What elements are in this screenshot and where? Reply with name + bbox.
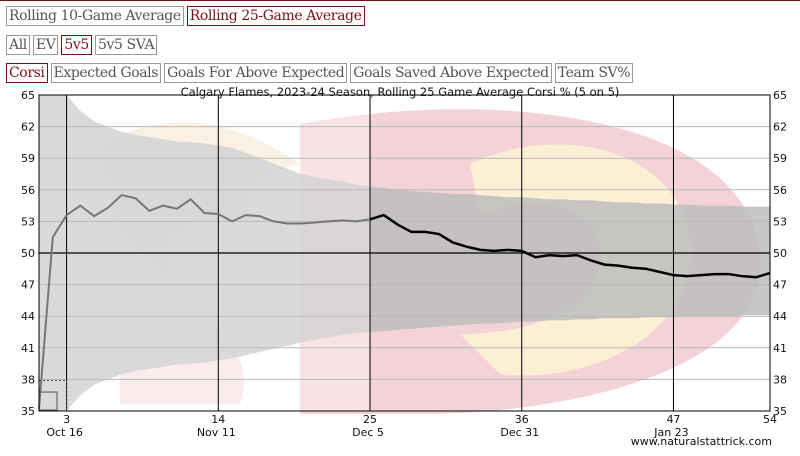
y-tick-label-left: 41 [21, 342, 35, 355]
rolling-average-chart: 35 35 38 38 41 41 44 44 47 47 50 50 53 53 56 56 59 59 62 62… [21, 85, 787, 448]
y-tick-label-right: 53 [773, 215, 787, 228]
series-line-early [38, 193, 371, 409]
tab-goals-for-above-expected[interactable]: Goals For Above Expected [164, 63, 348, 83]
x-date-label: Jan 23 [653, 426, 688, 439]
tab-rolling-25-game-average[interactable]: Rolling 25-Game Average [186, 6, 365, 26]
tab-team-sv[interactable]: Team SV% [554, 63, 634, 83]
y-tick-label-right: 56 [773, 184, 787, 197]
x-tick-label: 3 [63, 413, 70, 426]
chart-title: Calgary Flames, 2023-24 Season, Rolling … [181, 85, 620, 99]
x-tick-label: 54 [763, 413, 777, 426]
y-tick-label-left: 59 [21, 152, 35, 165]
y-tick-label-left: 53 [21, 215, 35, 228]
window-tabs: Rolling 10-Game Average Rolling 25-Game A… [6, 6, 365, 28]
plot-frame [38, 94, 771, 412]
y-tick-label-left: 56 [21, 184, 35, 197]
y-tick-label-right: 44 [773, 310, 787, 323]
tab-5v5[interactable]: 5v5 [61, 35, 92, 55]
y-tick-label-left: 38 [21, 373, 35, 386]
x-date-label: Dec 31 [500, 426, 539, 439]
strength-tabs: All EV 5v5 5v5 SVA [6, 35, 158, 57]
tab-5v5-sva[interactable]: 5v5 SVA [94, 35, 158, 55]
tab-rolling-10-game-average[interactable]: Rolling 10-Game Average [6, 6, 184, 26]
y-tick-label-left: 35 [21, 405, 35, 418]
y-tick-label-right: 65 [773, 89, 787, 102]
metric-tabs: Corsi Expected Goals Goals For Above Expec… [6, 63, 634, 85]
x-date-label: Oct 16 [46, 426, 83, 439]
y-tick-label-right: 62 [773, 121, 787, 134]
site-watermark: www.naturalstattrick.com [631, 435, 772, 448]
series-line-group [38, 193, 771, 411]
tab-goals-saved-above-expected[interactable]: Goals Saved Above Expected [350, 63, 552, 83]
y-tick-label-right: 38 [773, 373, 787, 386]
x-date-label: Nov 11 [197, 426, 236, 439]
y-tick-label-left: 65 [21, 89, 35, 102]
y-tick-label-right: 59 [773, 152, 787, 165]
y-tick-label-left: 47 [21, 279, 35, 292]
series-line [369, 213, 771, 279]
x-date-label: Dec 5 [352, 426, 384, 439]
y-tick-label-right: 35 [773, 405, 787, 418]
y-tick-label-left: 50 [21, 247, 35, 260]
tab-corsi[interactable]: Corsi [6, 63, 48, 83]
tab-all[interactable]: All [6, 35, 30, 55]
tab-expected-goals[interactable]: Expected Goals [50, 63, 162, 83]
top-accent-line [0, 0, 800, 1]
y-tick-label-left: 44 [21, 310, 35, 323]
tab-ev[interactable]: EV [32, 35, 59, 55]
chart-axes: 35 35 38 38 41 41 44 44 47 47 50 50 53 53 56 56 59 59 62 62… [21, 89, 787, 439]
x-tick-label: 25 [363, 413, 377, 426]
x-tick-label: 47 [666, 413, 680, 426]
y-tick-label-right: 41 [773, 342, 787, 355]
x-tick-label: 14 [211, 413, 225, 426]
y-tick-label-right: 50 [773, 247, 787, 260]
y-tick-label-right: 47 [773, 279, 787, 292]
x-tick-label: 36 [515, 413, 529, 426]
y-tick-label-left: 62 [21, 121, 35, 134]
